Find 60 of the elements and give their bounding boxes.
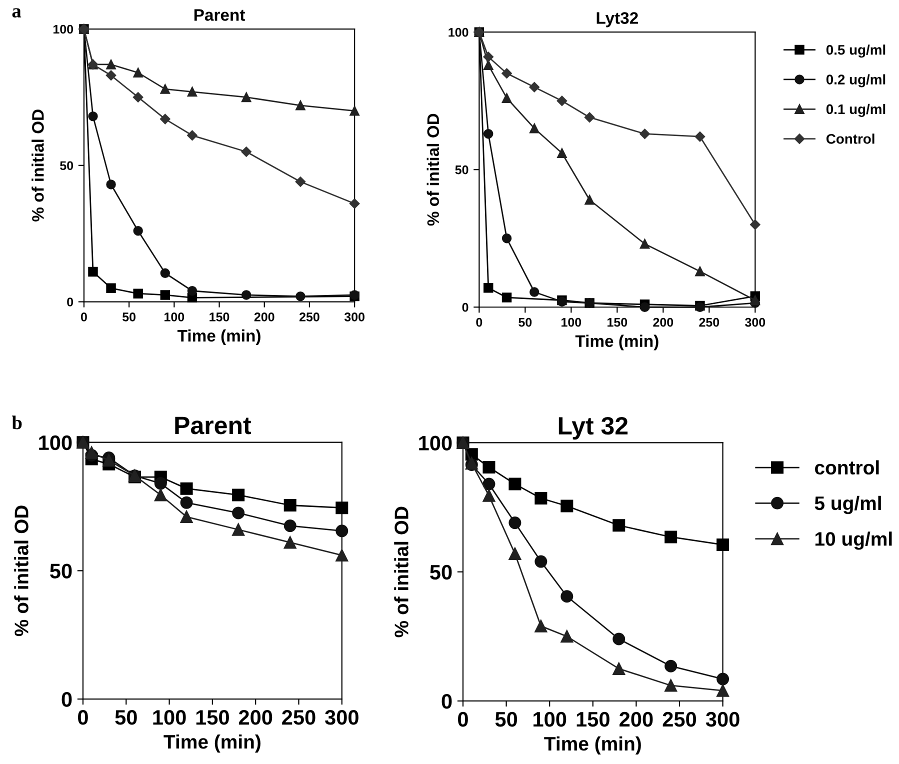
x-tick-label: 0 xyxy=(80,312,87,322)
x-tick-label: 300 xyxy=(745,318,766,327)
x-tick-label: 100 xyxy=(534,712,566,727)
legend-label: control xyxy=(814,460,879,475)
y-tick-label: 0 xyxy=(62,692,72,707)
text: b xyxy=(12,416,22,430)
x-tick-label: 150 xyxy=(608,318,628,327)
x-tick-label: 100 xyxy=(153,710,186,725)
x-tick-label: 250 xyxy=(699,318,720,327)
text: a xyxy=(12,8,22,18)
y-tick-label: 100 xyxy=(53,24,74,34)
chart-title: Parent xyxy=(175,416,252,434)
x-tick-label: 300 xyxy=(324,710,358,725)
x-tick-label: 150 xyxy=(196,710,229,725)
x-axis-title: Time (min) xyxy=(575,334,658,350)
x-tick-label: 0 xyxy=(78,710,88,725)
x-tick-label: 250 xyxy=(299,312,320,322)
legend-label: 5 ug/ml xyxy=(814,496,881,514)
x-tick-label: 50 xyxy=(495,712,518,727)
x-tick-label: 200 xyxy=(653,318,674,327)
x-axis-title: Time (min) xyxy=(177,329,260,345)
x-tick-label: 150 xyxy=(576,712,610,727)
y-tick-label: 50 xyxy=(455,165,468,174)
y-axis-title: % of initial OD xyxy=(14,506,28,636)
x-tick-label: 250 xyxy=(662,712,696,727)
x-tick-label: 50 xyxy=(115,710,137,725)
y-tick-label: 50 xyxy=(50,564,72,578)
x-tick-label: 150 xyxy=(210,312,230,322)
y-tick-label: 100 xyxy=(419,436,452,450)
y-axis-title: % of initial OD xyxy=(32,110,44,222)
legend-label: 0.5 ug/ml xyxy=(826,44,886,58)
x-tick-label: 250 xyxy=(282,710,316,725)
x-tick-label: 200 xyxy=(254,312,274,322)
y-tick-label: 0 xyxy=(67,298,74,306)
y-tick-label: 50 xyxy=(430,564,452,580)
y-tick-label: 50 xyxy=(60,161,74,170)
x-tick-label: 100 xyxy=(164,312,184,322)
legend-label: 0.2 ug/ml xyxy=(826,74,886,88)
x-axis-title: Time (min) xyxy=(544,736,641,754)
y-axis-title: % of initial OD xyxy=(394,506,408,638)
legend-label: 0.1 ug/ml xyxy=(826,104,886,117)
chart-title: Parent xyxy=(194,9,245,21)
y-axis-title: % of initial OD xyxy=(426,114,440,226)
legend-label: 10 ug/ml xyxy=(815,532,892,550)
x-tick-label: 200 xyxy=(620,712,653,727)
legend-label: Control xyxy=(826,134,874,144)
y-tick-label: 0 xyxy=(462,302,468,312)
x-tick-label: 300 xyxy=(706,712,740,727)
x-tick-label: 50 xyxy=(518,318,532,327)
y-tick-label: 100 xyxy=(448,28,468,37)
x-tick-label: 0 xyxy=(476,318,482,327)
x-tick-label: 300 xyxy=(344,312,364,322)
x-tick-label: 50 xyxy=(122,312,136,322)
y-tick-label: 0 xyxy=(442,694,452,709)
x-tick-label: 100 xyxy=(562,318,582,327)
x-tick-label: 200 xyxy=(238,710,272,725)
chart-title: Lyt 32 xyxy=(558,416,628,440)
x-axis-title: Time (min) xyxy=(164,734,260,753)
y-tick-label: 100 xyxy=(39,435,72,450)
chart-title: Lyt32 xyxy=(596,12,638,28)
